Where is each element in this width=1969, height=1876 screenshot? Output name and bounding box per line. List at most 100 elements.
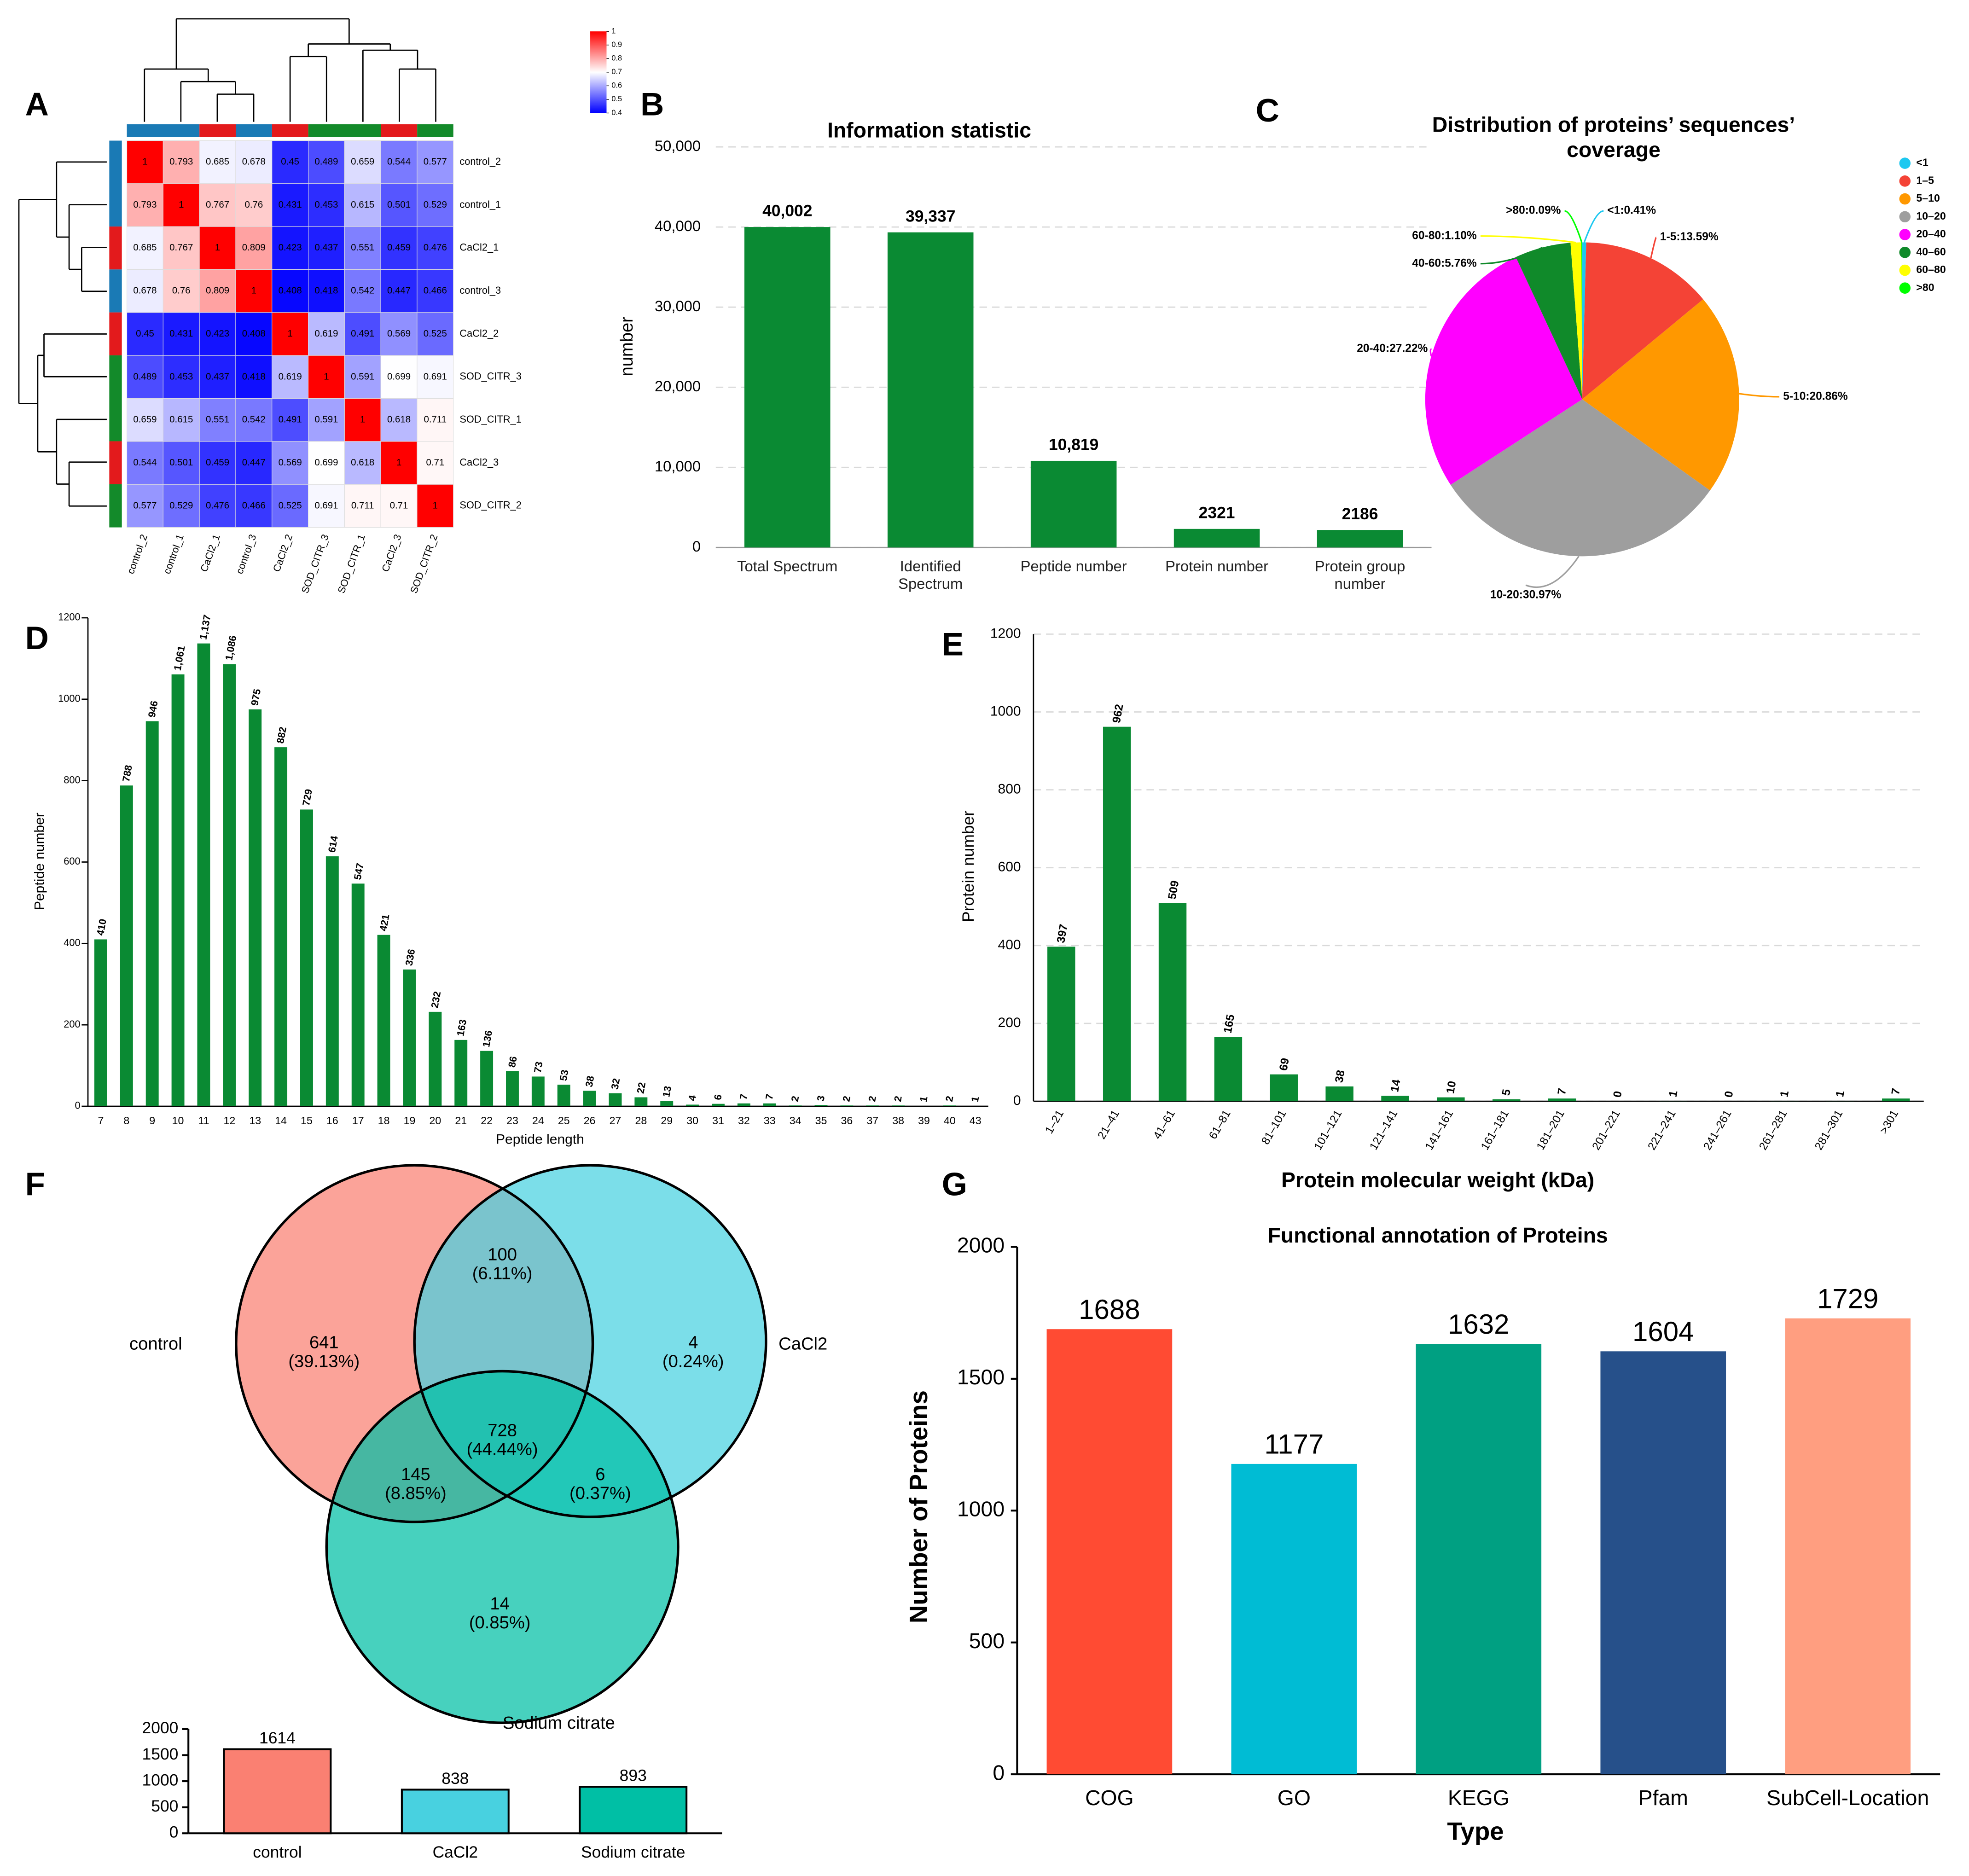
heat-cell [272,484,309,528]
set-label: CaCl2 [778,1334,827,1353]
heat-cell [380,269,418,313]
cell-label: 0.809 [242,242,266,253]
x-tick-label: Total Spectrum [737,558,838,575]
bar [506,1071,519,1106]
cell-label: 0.476 [206,500,229,511]
region-percent: (8.85%) [385,1483,447,1503]
heat-cell [199,226,236,270]
slice-label: 40-60:5.76% [1412,257,1477,269]
column-label: SOD_CITR_1 [335,533,367,595]
x-tick-label-box: Peptide number [1021,558,1127,575]
cell-label: 0.453 [314,199,338,210]
value-label: 1 [918,1096,930,1103]
cell-label: 0.459 [387,242,411,253]
bar [223,664,236,1106]
value-label: 1 [1778,1090,1791,1098]
bar [634,1097,648,1106]
heat-cell [163,140,200,184]
slice-label: <1:0.41% [1607,204,1656,217]
pie-slice [1425,257,1582,485]
x-tick-label: 33 [764,1115,776,1127]
value-label: 975 [249,688,263,706]
bar [403,969,416,1106]
value-label: 2 [943,1095,956,1103]
heat-cell [127,484,163,528]
x-tick-label: 27 [610,1115,621,1127]
value-label: 5 [1500,1088,1513,1097]
cell-label: 0.529 [169,500,193,511]
cell-label: 0.423 [279,242,302,253]
value-label: 410 [94,918,109,936]
bar [557,1085,570,1106]
legend-label: 1–5 [1916,174,1934,186]
cell-label: 0.615 [169,414,193,425]
heat-cell [344,398,381,442]
set-label: Sodium citrate [503,1713,615,1733]
value-label: 13 [660,1085,674,1098]
slice-label: 60-80:1.10% [1412,229,1477,242]
cell-label: 0.431 [169,328,193,339]
x-tick-label: 201–221 [1590,1108,1623,1152]
slice-label: 10-20:30.97% [1490,588,1561,601]
heat-cell [163,269,200,313]
region-percent: (39.13%) [288,1351,360,1371]
cell-label: 0.659 [133,414,157,425]
bar [197,643,210,1106]
value-label: 882 [274,726,289,744]
heat-cell [272,441,309,485]
legend-swatch [1899,264,1911,276]
x-tick-label: 181–201 [1534,1108,1567,1152]
bar [789,1105,802,1106]
value-label: 1632 [1448,1309,1509,1340]
bar [1325,1086,1353,1102]
cell-label: 0.542 [242,414,266,425]
value-label: 10,819 [1049,436,1098,454]
bar [814,1105,828,1106]
bar [300,809,313,1106]
cell-label: 0.437 [206,371,229,382]
heat-cell [235,140,273,184]
dendrogram-left [18,161,107,507]
row-label: CaCl2_2 [459,327,499,339]
value-label: 397 [1055,923,1070,944]
cell-label: 0.619 [279,371,302,382]
heat-cell [308,355,345,399]
bar [1437,1097,1465,1102]
legend-swatch [1899,229,1911,240]
cell-label: 0.447 [387,285,411,296]
y-tick-label: 400 [64,937,80,948]
x-tick-label: 37 [866,1115,878,1127]
cell-label: 0.551 [351,242,374,253]
row-label: control_1 [459,198,501,210]
x-tick-label: 29 [661,1115,673,1127]
cell-label: 1 [360,414,365,425]
cell-label: 0.691 [424,371,447,382]
region-count: 728 [488,1421,517,1440]
cell-label: 0.45 [281,157,299,167]
bar [531,1076,545,1106]
x-tick-label: 7 [98,1115,104,1127]
cell-label: 0.685 [206,157,229,167]
y-tick-label: 800 [64,774,80,785]
colorbar-label: 0.5 [611,95,622,103]
x-tick-label: 81–101 [1259,1108,1289,1147]
y-axis-title: Number of Proteins [905,1390,933,1623]
bar [583,1091,596,1106]
bar [274,747,288,1106]
column-label: control_2 [125,533,150,575]
value-label: 1,086 [223,634,238,661]
heat-cell [163,312,200,356]
cell-label: 0.489 [314,157,338,167]
heat-cell [380,355,418,399]
heat-cell [344,484,381,528]
value-label: 40,002 [762,202,812,220]
cell-label: 0.418 [314,285,338,296]
cell-label: 0.476 [424,242,447,253]
x-tick-label: 101–121 [1312,1108,1344,1152]
legend-swatch [1899,246,1911,258]
bar [866,1105,879,1106]
row-label: control_2 [459,156,501,167]
cell-label: 0.615 [351,199,374,210]
